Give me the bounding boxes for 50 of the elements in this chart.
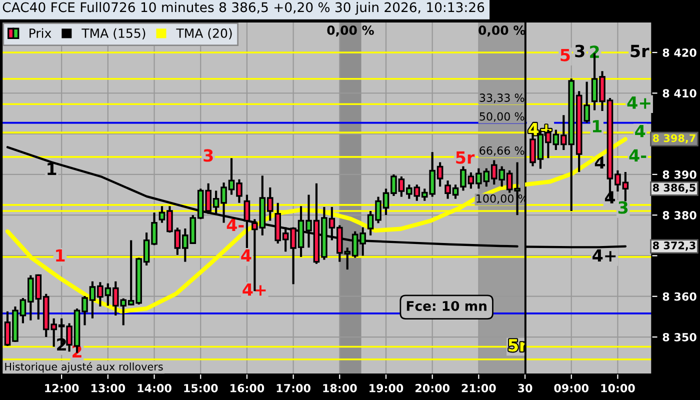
annotation: 8 372,3 — [652, 242, 696, 251]
annotation: Fce: 10 mn — [406, 300, 486, 311]
x-tick-label: 13:00 — [91, 384, 126, 392]
annotation: 50,00 % — [480, 112, 524, 122]
x-tick-label: 12:00 — [45, 384, 79, 392]
chart-title: CAC40 FCE Full0726 10 minutes 8 386,5 +0,20 % 30 juin 2026, 10:13:26 — [2, 2, 484, 15]
annotation: 4- — [629, 149, 646, 162]
band-label: 0,00 % — [327, 25, 374, 37]
y-tick-label: 8 350 — [662, 332, 696, 342]
legend-label: Prix — [30, 28, 52, 38]
y-tick-label: 8 380 — [662, 211, 696, 220]
x-tick-label: 21:00 — [462, 384, 496, 392]
annotation: 5r — [456, 151, 475, 164]
annotation: 4- — [226, 218, 244, 232]
legend-label: TMA (20) — [176, 28, 232, 40]
annotation: 5 — [560, 49, 570, 62]
annotation: 4+ — [242, 284, 266, 296]
annotation: 4 — [635, 125, 646, 138]
annotation: 3 — [618, 201, 628, 214]
annotation: 8 386,5 — [652, 184, 696, 194]
x-tick-label: 20:00 — [416, 384, 450, 392]
annotation: 3 — [575, 44, 584, 58]
annotation: 3 — [204, 149, 213, 162]
x-tick-label: 19:00 — [370, 384, 404, 392]
annotation: 4 — [241, 249, 252, 262]
annotation: 4 — [594, 156, 605, 168]
legend-label: TMA (155) — [82, 28, 146, 40]
annotation: Historique ajusté aux rollovers — [5, 362, 163, 373]
annotation: 4+ — [627, 96, 650, 109]
x-tick-label: 30 — [518, 384, 532, 392]
x-tick-label: 17:00 — [276, 384, 310, 392]
x-tick-label: 14:00 — [138, 384, 172, 392]
y-tick-label: 8 390 — [662, 170, 696, 179]
x-tick-label: 16:00 — [230, 384, 264, 392]
annotation: 33,33 % — [480, 94, 524, 104]
annotation: 1 — [592, 120, 602, 132]
annotation: 66,66 % — [480, 146, 524, 156]
band-label: 0,00 % — [478, 25, 526, 37]
x-tick-label: 18:00 — [323, 384, 357, 392]
y-tick-label: 8 360 — [662, 292, 696, 301]
annotation: 1 — [56, 249, 65, 262]
annotation: 4+ — [592, 249, 616, 262]
annotation: 5r — [630, 44, 650, 58]
x-tick-label: 10:00 — [601, 384, 635, 392]
annotation: 1 — [48, 162, 56, 175]
annotation: 8 398,7 — [652, 134, 696, 144]
x-tick-label: 15:00 — [184, 384, 218, 392]
y-tick-label: 8 410 — [662, 89, 696, 98]
y-tick-label: 8 420 — [662, 48, 696, 57]
x-tick-label: 09:00 — [554, 384, 589, 392]
